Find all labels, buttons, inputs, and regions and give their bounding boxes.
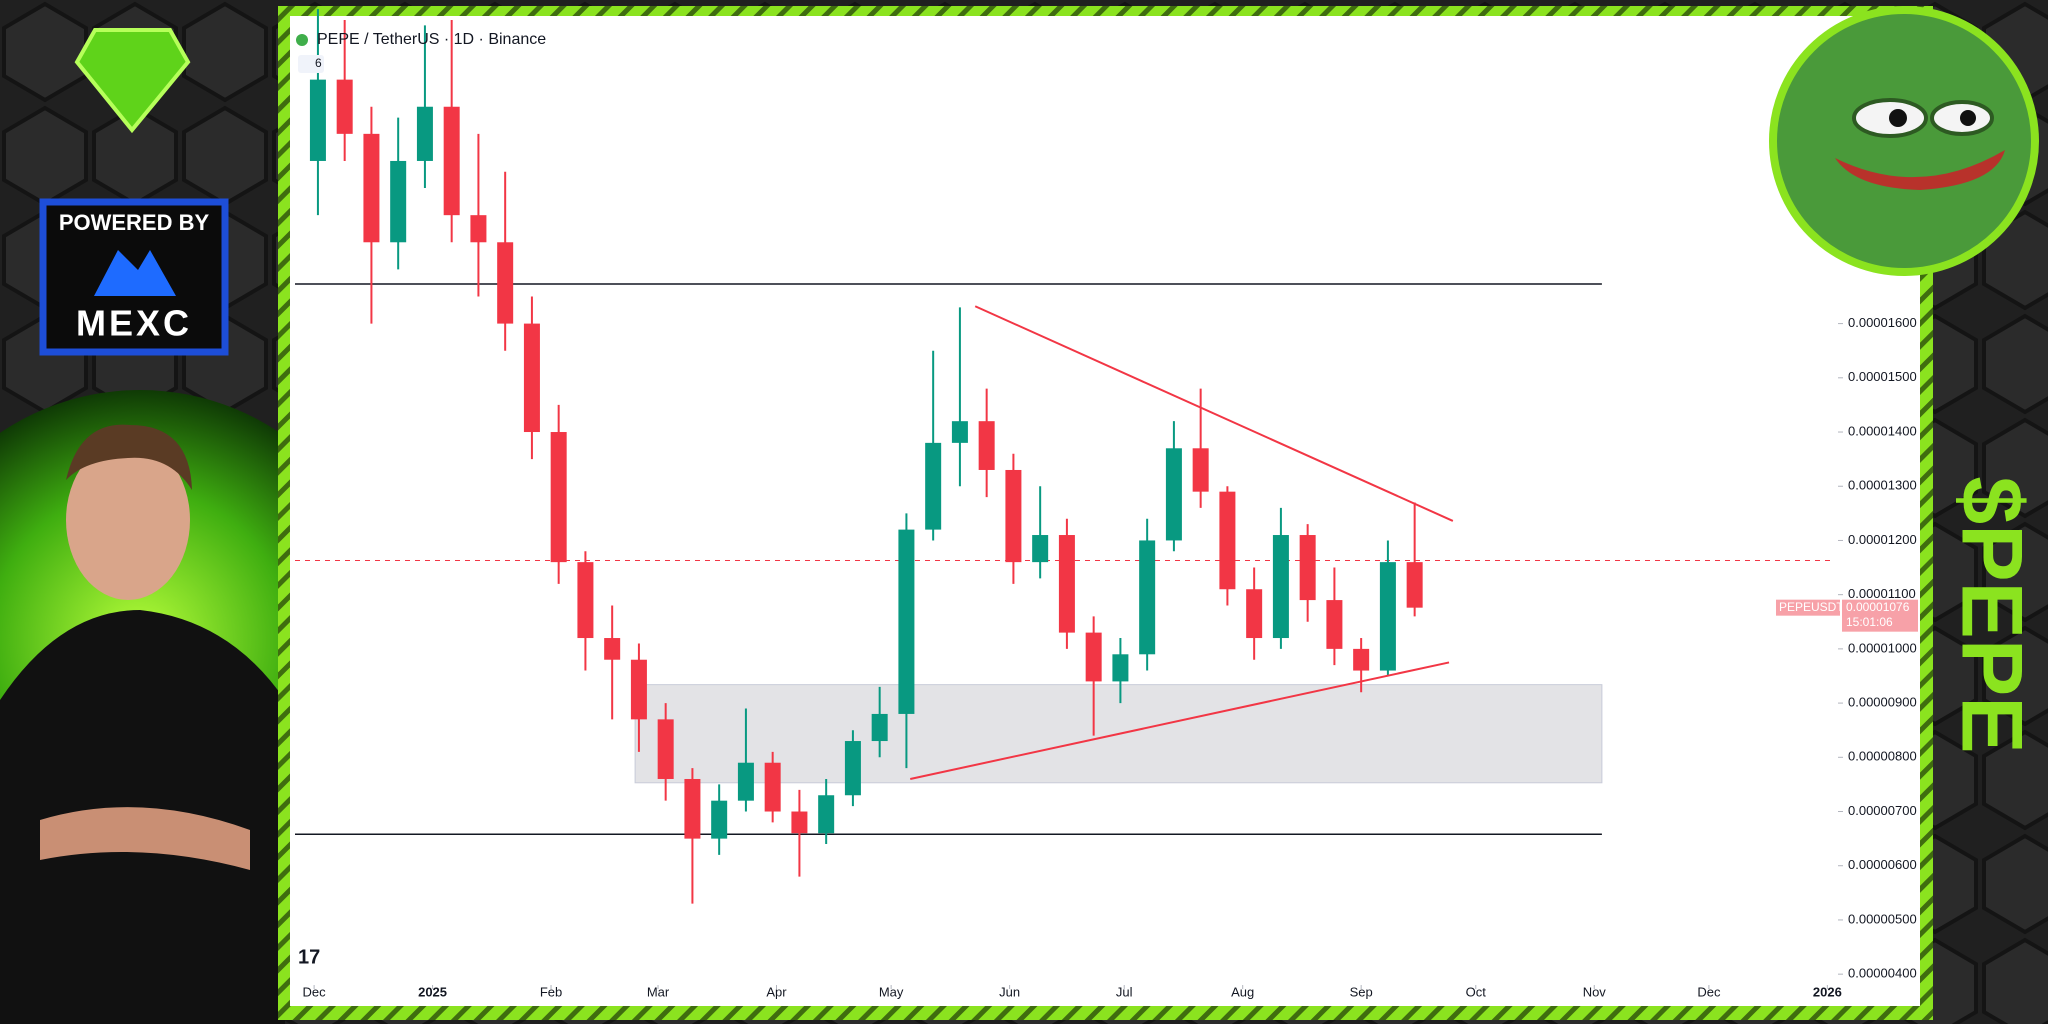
y-tick-label: 0.00001200 <box>1848 532 1917 547</box>
x-tick-label: Jun <box>999 984 1020 999</box>
badge: 6 <box>315 56 322 70</box>
candle-body <box>925 442 942 530</box>
person-arms <box>40 807 250 870</box>
candle-body <box>1379 562 1396 671</box>
candle-body <box>443 106 460 216</box>
x-tick-label: Jul <box>1116 984 1133 999</box>
candle-body <box>416 106 433 161</box>
symbol-icon <box>296 34 308 46</box>
y-tick-label: 0.00000800 <box>1848 749 1917 764</box>
chart-title: PEPE / TetherUS · 1D · Binance <box>317 31 546 48</box>
y-tick-label: 0.00001400 <box>1848 423 1917 438</box>
y-tick-label: 0.00001500 <box>1848 369 1917 384</box>
plot: 0.00000400 0.00000500 0.00000600 0.00000700… <box>295 9 1918 999</box>
y-tick-label: 0.00000400 <box>1848 966 1917 981</box>
x-tick-label: Dec <box>1697 984 1721 999</box>
symbol-tag-box <box>1776 599 1840 616</box>
mexc-logo <box>94 250 176 296</box>
candle-body <box>684 778 701 839</box>
candle-body <box>1406 562 1423 608</box>
candle-body <box>497 242 514 324</box>
candle-body <box>1058 535 1075 633</box>
x-tick-label: May <box>879 984 904 999</box>
x-tick-label: Oct <box>1466 984 1487 999</box>
y-tick-label: 0.00001300 <box>1848 478 1917 493</box>
candle-body <box>1192 448 1209 492</box>
y-tick-label: 0.00000700 <box>1848 803 1917 818</box>
candle-body <box>1005 469 1022 563</box>
ticker: $PEPE <box>1943 476 2039 753</box>
candle-body <box>1272 535 1289 639</box>
exchange-name: MEXC <box>76 303 192 344</box>
candle-body <box>1326 600 1343 649</box>
candle-body <box>1112 654 1129 682</box>
chart-panel <box>290 16 1920 1006</box>
tv-logo: 17 <box>298 946 320 968</box>
y-tick-label: 0.00001000 <box>1848 640 1917 655</box>
badge-box <box>298 55 324 73</box>
candle-body <box>764 762 781 812</box>
pepe-pupil <box>1960 110 1976 126</box>
x-tick-label: Dec <box>303 984 327 999</box>
badge-logo <box>74 28 191 134</box>
candle-body <box>657 719 674 779</box>
person-head <box>66 440 190 600</box>
x-tick-label: Sep <box>1350 984 1373 999</box>
countdown: 15:01:06 <box>1846 615 1893 629</box>
candle-body <box>711 800 728 839</box>
candle-body <box>871 713 888 742</box>
pepe-pupil <box>1889 109 1907 127</box>
candle-body <box>363 133 380 243</box>
x-tick-label: Feb <box>540 984 562 999</box>
x-tick-label: Apr <box>766 984 787 999</box>
candle-body <box>818 795 835 834</box>
y-tick-label: 0.00000600 <box>1848 857 1917 872</box>
candle-body <box>630 659 647 720</box>
x-tick-label: 2025 <box>418 984 447 999</box>
symbol-tag: PEPEUSDT <box>1779 600 1844 614</box>
trendline <box>910 661 1450 780</box>
candle-body <box>978 421 995 470</box>
candle-body <box>336 79 353 134</box>
candle-body <box>898 529 915 714</box>
price-tag-box <box>1842 599 1918 632</box>
candle-body <box>737 762 754 801</box>
x-tick-label: Mar <box>647 984 670 999</box>
y-tick-label: 0.00000500 <box>1848 911 1917 926</box>
candle-body <box>309 79 326 161</box>
powered-by: POWERED BY <box>59 210 210 235</box>
y-tick-label: 0.00001100 <box>1848 586 1916 601</box>
pepe-avatar <box>1769 6 2039 276</box>
y-tick-label: 0.00001600 <box>1848 315 1917 330</box>
pepe-mouth <box>1835 150 2005 190</box>
x-tick-label: Nov <box>1583 984 1607 999</box>
candle-body <box>1165 448 1182 541</box>
candle-body <box>1299 535 1316 601</box>
x-tick-label: 2026 <box>1813 984 1842 999</box>
x-tick-label: Aug <box>1231 984 1254 999</box>
candle-body <box>1246 589 1263 639</box>
candle-body <box>390 160 407 243</box>
candle-body <box>604 638 621 660</box>
person-hair <box>66 424 192 490</box>
candle-body <box>1353 648 1370 671</box>
candle-body <box>1219 491 1236 590</box>
candle-body <box>1032 535 1049 563</box>
candle-body <box>550 432 567 563</box>
candle-body <box>844 741 861 796</box>
candle-body <box>1085 632 1102 682</box>
candle-body <box>791 811 808 834</box>
y-tick-label: 0.00000900 <box>1848 695 1917 710</box>
candle-body <box>470 215 487 243</box>
candle-body <box>523 323 540 433</box>
price-tag: 0.00001076 <box>1846 600 1910 614</box>
trendline <box>974 305 1454 522</box>
candle-body <box>951 421 968 443</box>
candle-body <box>577 562 594 639</box>
candle-body <box>1139 540 1156 655</box>
